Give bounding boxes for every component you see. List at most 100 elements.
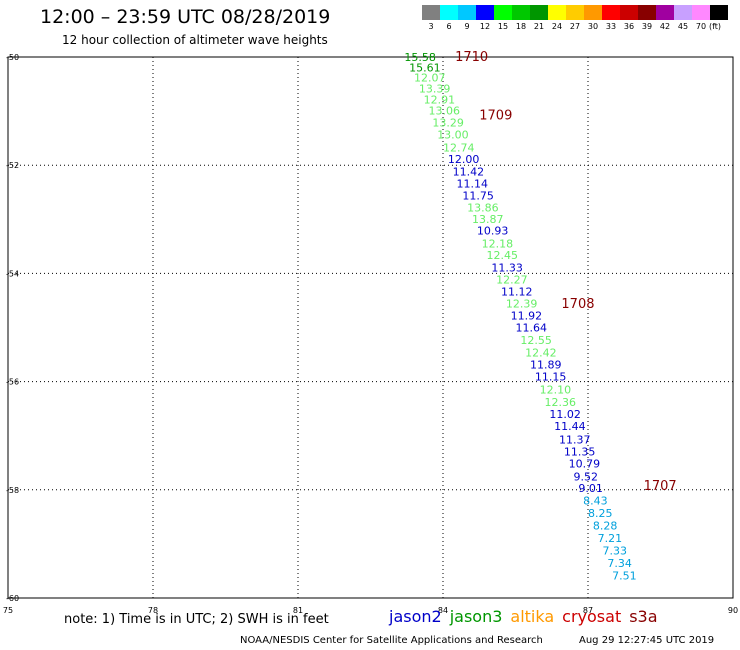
swh-value: 15.61 xyxy=(409,61,441,74)
lat-tick-label: -60 xyxy=(6,594,19,603)
swh-value: 8.43 xyxy=(583,495,608,508)
swh-value: 9.01 xyxy=(578,482,603,495)
legend-bin-label: 30 xyxy=(587,22,599,31)
legend-swatch xyxy=(620,5,638,20)
credit-text: NOAA/NESDIS Center for Satellite Applica… xyxy=(240,635,543,646)
lon-tick-label: 84 xyxy=(438,606,448,615)
legend-swatch xyxy=(692,5,710,20)
legend-swatch xyxy=(494,5,512,20)
legend-swatch xyxy=(566,5,584,20)
swh-value: 12.10 xyxy=(540,384,572,397)
lon-tick-label: 81 xyxy=(293,606,303,615)
legend-swatch xyxy=(656,5,674,20)
swh-value: 11.37 xyxy=(559,433,591,446)
time-label: 1708 xyxy=(561,297,594,312)
satellite-jason2: jason2 xyxy=(389,607,442,626)
legend-bin-label: 12 xyxy=(479,22,491,31)
legend-bin-label: 39 xyxy=(641,22,653,31)
legend-labels: 3 6 9 12 15 18 21 24 27 30 33 36 39 42 45 70 xyxy=(422,22,728,31)
chart-title: 12:00 – 23:59 UTC 08/28/2019 xyxy=(40,6,331,28)
lat-tick-label: -54 xyxy=(6,269,19,278)
swh-value: 10.79 xyxy=(569,457,601,470)
swh-value: 11.15 xyxy=(535,371,567,384)
swh-value: 13.39 xyxy=(419,82,451,95)
lat-tick-label: -58 xyxy=(6,486,19,495)
lat-tick-label: -50 xyxy=(6,53,19,62)
swh-value: 11.35 xyxy=(564,445,596,458)
time-label: 1710 xyxy=(455,50,488,65)
lon-tick-label: 90 xyxy=(728,606,738,615)
swh-value: 8.28 xyxy=(593,520,618,533)
swh-value: 12.45 xyxy=(487,249,519,262)
wave-height-points: 15.5815.6112.0713.3912.9113.0613.2913.00… xyxy=(404,51,636,582)
swh-value: 12.00 xyxy=(448,153,480,166)
swh-value: 8.25 xyxy=(588,507,613,520)
swh-value: 13.06 xyxy=(429,105,461,118)
swh-value: 12.91 xyxy=(424,94,456,107)
legend-swatch xyxy=(674,5,692,20)
swh-value: 7.21 xyxy=(598,532,623,545)
legend-swatch xyxy=(710,5,728,20)
swh-value: 11.75 xyxy=(462,189,494,202)
time-labels: 1710 1709 1708 1707 xyxy=(455,50,677,494)
color-legend: 3 6 9 12 15 18 21 24 27 30 33 36 39 42 45 70 xyxy=(422,5,728,31)
legend-swatches xyxy=(422,5,728,20)
swh-value: 12.07 xyxy=(414,72,446,85)
legend-bin-label: 3 xyxy=(428,22,434,31)
swh-value: 11.14 xyxy=(457,178,489,191)
swh-value: 12.39 xyxy=(506,298,538,311)
swh-value: 12.42 xyxy=(525,346,557,359)
legend-swatch xyxy=(584,5,602,20)
swh-value: 7.33 xyxy=(603,544,628,557)
legend-swatch xyxy=(440,5,458,20)
lon-tick-label: 78 xyxy=(148,606,158,615)
legend-swatch xyxy=(548,5,566,20)
legend-bin-label: 70 xyxy=(695,22,707,31)
chart-subtitle: 12 hour collection of altimeter wave hei… xyxy=(62,33,328,47)
legend-unit: (ft) xyxy=(709,22,722,31)
satellite-altika: altika xyxy=(510,607,555,626)
swh-value: 13.87 xyxy=(472,213,504,226)
swh-value: 12.18 xyxy=(482,238,513,251)
lat-tick-label: -52 xyxy=(6,161,19,170)
lat-tick-label: -56 xyxy=(6,378,19,387)
legend-bin-label: 27 xyxy=(569,22,581,31)
legend-bin-label: 45 xyxy=(677,22,689,31)
legend-bin-label: 36 xyxy=(623,22,635,31)
swh-value: 11.12 xyxy=(501,285,533,298)
legend-swatch xyxy=(476,5,494,20)
time-label: 1707 xyxy=(644,479,677,494)
swh-value: 7.51 xyxy=(612,569,637,582)
swh-value: 12.27 xyxy=(496,273,527,286)
satellite-s3a: s3a xyxy=(629,607,658,626)
footnote: note: 1) Time is in UTC; 2) SWH is in fe… xyxy=(64,612,329,627)
axis-tick-labels: 75 78 81 84 87 90 -50 -52 -54 -56 -58 -60 xyxy=(3,53,738,615)
swh-value: 11.44 xyxy=(554,420,586,433)
lon-tick-label: 87 xyxy=(583,606,593,615)
legend-bin-label: 18 xyxy=(515,22,527,31)
map-frame xyxy=(7,56,734,599)
legend-swatch xyxy=(638,5,656,20)
satellite-cryosat: cryosat xyxy=(562,607,622,626)
legend-bin-label: 15 xyxy=(497,22,509,31)
swh-value: 12.55 xyxy=(520,334,552,347)
swh-value: 12.74 xyxy=(443,141,475,154)
legend-bin-label: 21 xyxy=(533,22,545,31)
satellite-legend: jason2 jason3 altika cryosat s3a xyxy=(389,607,666,626)
satellite-jason3: jason3 xyxy=(449,607,503,626)
swh-value: 11.92 xyxy=(511,310,542,323)
swh-value: 11.42 xyxy=(453,166,485,179)
legend-swatch xyxy=(602,5,620,20)
swh-value: 10.93 xyxy=(477,225,509,238)
swh-value: 13.00 xyxy=(437,128,469,141)
generation-timestamp: Aug 29 12:27:45 UTC 2019 xyxy=(579,635,715,646)
legend-swatch xyxy=(530,5,548,20)
lon-tick-label: 75 xyxy=(3,606,13,615)
swh-value: 13.29 xyxy=(432,116,464,129)
legend-bin-label: 33 xyxy=(605,22,617,31)
legend-bin-label: 9 xyxy=(464,22,470,31)
time-label: 1709 xyxy=(479,108,512,123)
swh-value: 11.02 xyxy=(549,408,581,421)
swh-value: 11.89 xyxy=(530,358,562,371)
